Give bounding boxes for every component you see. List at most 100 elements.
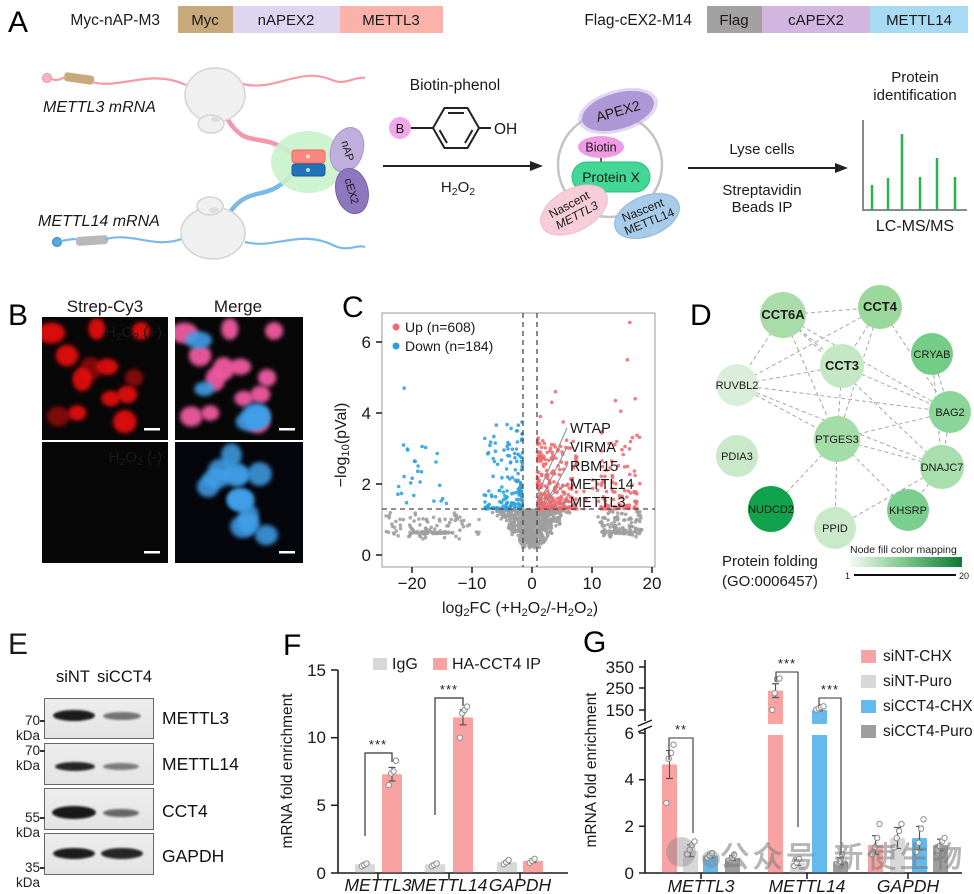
volcano-point	[541, 439, 545, 443]
oh-label: OH	[494, 121, 517, 138]
volcano-point	[483, 505, 488, 509]
network-edge	[836, 306, 881, 440]
volcano-point	[493, 449, 498, 453]
volcano-point	[508, 515, 512, 519]
cells-merge-minus	[196, 443, 278, 546]
construct1-napex2-label: nAPEX2	[258, 12, 315, 29]
volcano-point	[401, 443, 406, 447]
volcano-point	[635, 492, 639, 496]
volcano-point	[402, 386, 406, 390]
volcano-point	[608, 466, 612, 470]
nascent-mettl3-blob	[540, 184, 608, 236]
data-point	[505, 856, 512, 864]
construct1-myc-box	[178, 6, 233, 33]
volcano-point	[559, 460, 564, 464]
volcano-point	[454, 534, 458, 539]
volcano-point	[513, 506, 517, 510]
network-node-label: KHSRP	[889, 505, 927, 517]
panel-a-label: A	[8, 6, 28, 39]
data-point	[730, 851, 738, 859]
volcano-point	[528, 536, 532, 541]
volcano-point	[530, 513, 534, 517]
red-nucleus	[88, 318, 106, 340]
legend-hacct4-label: HA-CCT4 IP	[452, 656, 541, 673]
network-node-label: RUVBL2	[716, 380, 759, 392]
volcano-point	[596, 515, 600, 519]
merged-nucleus	[201, 405, 220, 421]
volcano-point	[545, 522, 550, 526]
volcano-point	[634, 534, 638, 539]
volcano-point	[492, 434, 496, 439]
volcano-point	[555, 496, 560, 501]
protein-id-label-2: identification	[873, 87, 956, 104]
blue-nucleus	[202, 468, 231, 489]
volcano-point	[565, 482, 570, 487]
volcano-point	[545, 530, 550, 535]
volcano-point	[423, 526, 428, 530]
volcano-point	[555, 515, 559, 520]
mrna14-line	[60, 236, 185, 244]
nap-label: nAP	[338, 139, 355, 162]
data-point	[392, 757, 400, 764]
data-point	[390, 768, 397, 775]
volcano-point	[398, 523, 403, 528]
volcano-point	[608, 525, 612, 529]
volcano-point	[613, 490, 617, 494]
g-ticks	[639, 666, 909, 879]
lyse-arrowhead-icon	[835, 163, 848, 173]
node-color-legend-title: Node fill color mapping	[850, 544, 957, 556]
merged-nucleus	[257, 368, 277, 387]
f-sig-mettl3: ***	[369, 737, 387, 752]
g-cat-mettl14: METTL14	[769, 876, 846, 894]
blue-nucleus	[247, 462, 272, 487]
data-point	[663, 799, 670, 807]
volcano-point	[408, 515, 413, 520]
volcano-point	[613, 529, 617, 533]
volcano-point	[557, 467, 562, 472]
volcano-point	[623, 512, 628, 517]
volcano-point	[627, 529, 632, 534]
volcano-point	[569, 477, 573, 481]
panel-g: G 350 250 150 6 4 2 0 mRNA fold enrichme…	[583, 626, 973, 894]
lane-sint: siNT	[56, 668, 90, 686]
volcano-point	[511, 520, 516, 525]
network-edge	[782, 314, 943, 468]
volcano-point	[627, 503, 632, 507]
volcano-point	[518, 482, 523, 486]
volcano-point	[423, 529, 428, 534]
legend-sicct4-chx-swatch	[861, 700, 876, 713]
volcano-point	[399, 491, 404, 496]
volcano-point	[504, 467, 509, 471]
cells-cy3-plus	[42, 318, 151, 434]
biotin-blob	[578, 136, 624, 158]
lyse-label: Lyse cells	[729, 141, 794, 158]
volcano-point	[612, 504, 617, 509]
volcano-point	[541, 462, 546, 466]
volcano-point	[550, 400, 554, 405]
volcano-point	[552, 443, 556, 447]
volcano-point	[638, 481, 642, 486]
volcano-point	[458, 528, 462, 532]
network-node-label: BAG2	[935, 407, 964, 419]
volcano-point	[604, 489, 609, 494]
volcano-point	[510, 523, 514, 528]
protein-id-label-1: Protein	[891, 69, 939, 86]
volcano-point	[571, 503, 575, 508]
g-sig-2: ***	[778, 656, 796, 671]
h2o2-plus-label: H2O2 (+)	[105, 324, 162, 343]
construct1-mettl3-box	[340, 6, 443, 33]
protein-x-label: Protein X	[582, 169, 640, 185]
volcano-point	[515, 517, 520, 521]
mrna14-utr	[75, 235, 109, 246]
xtick-20: 20	[643, 574, 662, 593]
volcano-point	[536, 500, 541, 505]
volcano-point	[524, 524, 528, 529]
volcano-point	[571, 466, 576, 470]
volcano-point	[596, 482, 600, 486]
volcano-point	[420, 444, 424, 449]
x-ticks	[411, 567, 653, 573]
blot-gapdh	[44, 833, 154, 875]
network-node-label: CCT6A	[761, 307, 805, 322]
xtick-m20: −20	[398, 574, 427, 593]
panel-b: B Strep-Cy3 Merge H2O2 (+) H2O2 (-)	[8, 297, 303, 563]
